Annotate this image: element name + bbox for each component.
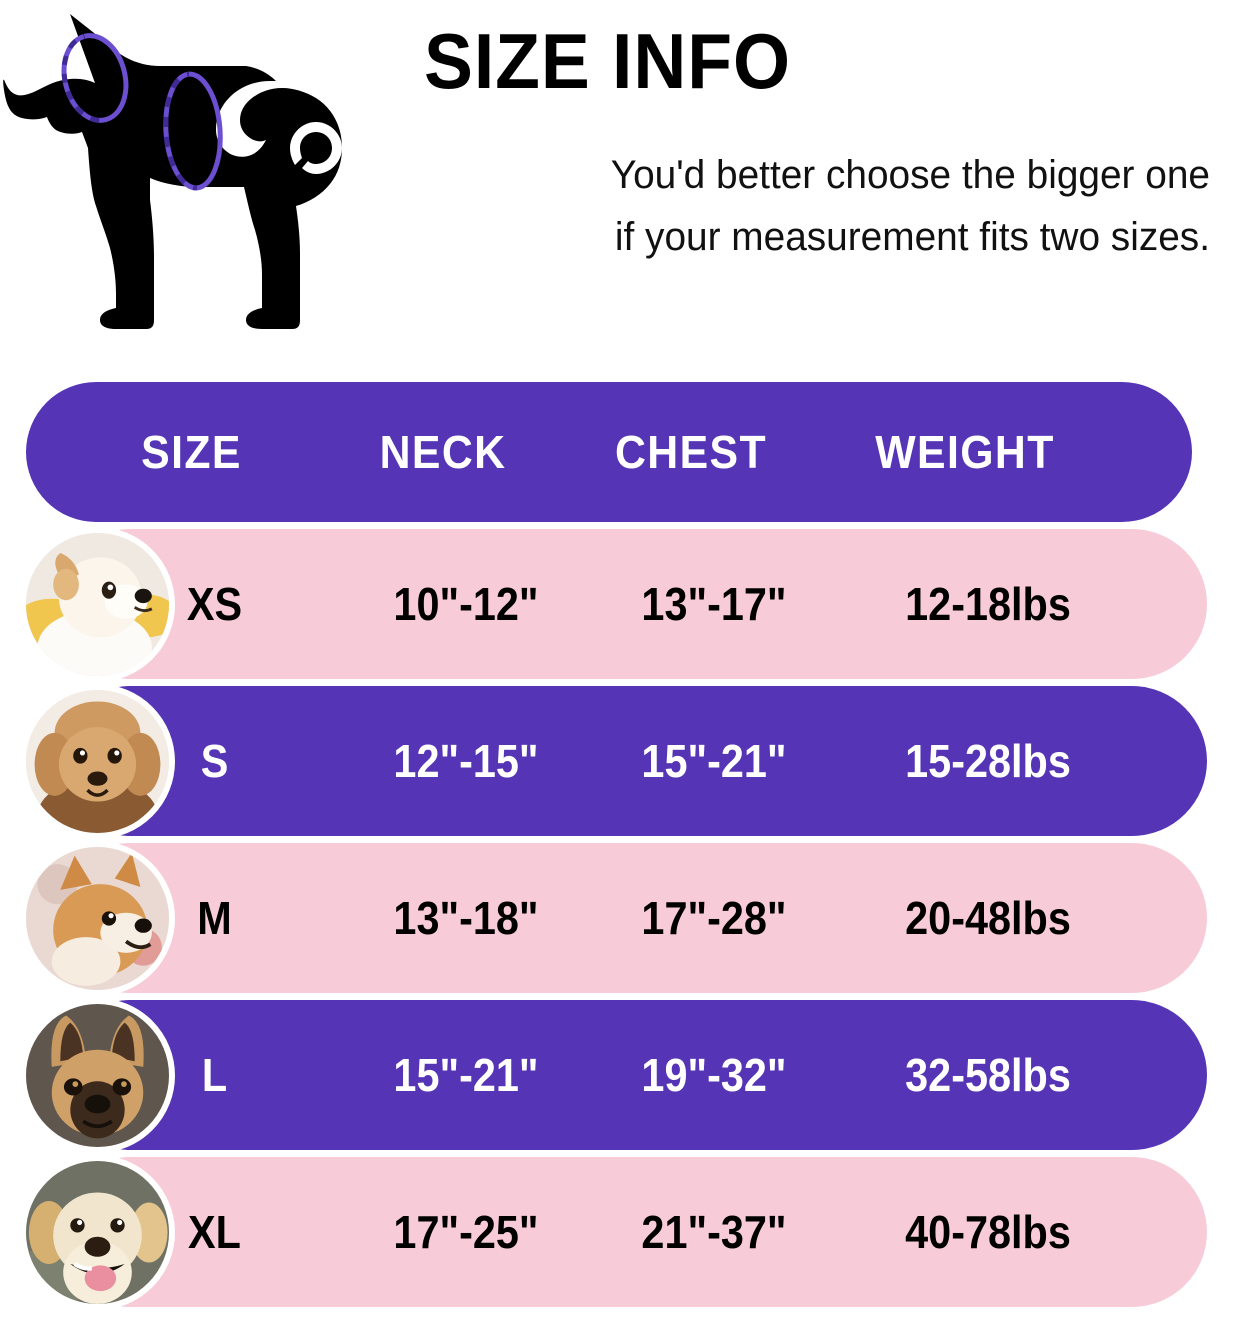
cell-neck: 17"-25" bbox=[393, 1206, 539, 1258]
title-block: SIZE INFO You'd better choose the bigger… bbox=[424, 22, 1224, 322]
cell-neck: 15"-21" bbox=[393, 1049, 539, 1101]
french-bulldog-photo bbox=[20, 998, 175, 1153]
cell-size: L bbox=[201, 1049, 228, 1101]
table-row: L 15"-21" 19"-32" 32-58lbs bbox=[0, 998, 1246, 1153]
cell-weight: 12-18lbs bbox=[905, 578, 1071, 630]
cell-chest: 15"-21" bbox=[641, 735, 787, 787]
dog-silhouette-shape bbox=[3, 14, 343, 329]
neck-measurement-ring bbox=[61, 33, 129, 123]
yellow-labrador-photo bbox=[20, 1155, 175, 1310]
cell-weight: 15-28lbs bbox=[905, 735, 1071, 787]
table-row: M 13"-18" 17"-28" 20-48lbs bbox=[0, 841, 1246, 996]
column-header-weight: WEIGHT bbox=[875, 426, 1055, 478]
white-pomeranian-photo bbox=[20, 527, 175, 682]
column-header-chest: CHEST bbox=[615, 426, 767, 478]
size-chart-table: SIZE NECK CHEST WEIGHT XS 10" bbox=[0, 382, 1246, 1310]
cell-size: M bbox=[197, 892, 232, 944]
page-title: SIZE INFO bbox=[424, 17, 791, 105]
shiba-inu-photo bbox=[20, 841, 175, 996]
cell-chest: 13"-17" bbox=[641, 578, 787, 630]
dog-measurement-diagram bbox=[0, 8, 400, 329]
cell-size: XL bbox=[188, 1206, 241, 1258]
cell-size: S bbox=[200, 735, 229, 787]
row-pill-s: S 12"-15" 15"-21" 15-28lbs bbox=[55, 686, 1207, 836]
row-pill-xs: XS 10"-12" 13"-17" 12-18lbs bbox=[55, 529, 1207, 679]
cell-chest: 17"-28" bbox=[641, 892, 787, 944]
apricot-poodle-photo bbox=[20, 684, 175, 839]
cell-weight: 20-48lbs bbox=[905, 892, 1071, 944]
cell-weight: 40-78lbs bbox=[905, 1206, 1071, 1258]
cell-neck: 10"-12" bbox=[393, 578, 539, 630]
column-header-size: SIZE bbox=[141, 426, 242, 478]
cell-weight: 32-58lbs bbox=[905, 1049, 1071, 1101]
table-header-row: SIZE NECK CHEST WEIGHT bbox=[26, 382, 1192, 522]
table-row: S 12"-15" 15"-21" 15-28lbs bbox=[0, 684, 1246, 839]
header-section: SIZE INFO You'd better choose the bigger… bbox=[0, 0, 1246, 360]
subtitle-line-2: if your measurement fits two sizes. bbox=[614, 215, 1210, 259]
subtitle-line-1: You'd better choose the bigger one bbox=[610, 153, 1210, 197]
cell-chest: 19"-32" bbox=[641, 1049, 787, 1101]
cell-chest: 21"-37" bbox=[641, 1206, 787, 1258]
cell-neck: 12"-15" bbox=[393, 735, 539, 787]
page-subtitle: You'd better choose the bigger one if yo… bbox=[448, 144, 1210, 268]
chest-measurement-ring bbox=[163, 71, 223, 191]
column-header-neck: NECK bbox=[379, 426, 507, 478]
row-pill-xl: XL 17"-25" 21"-37" 40-78lbs bbox=[55, 1157, 1207, 1307]
cell-size: XS bbox=[186, 578, 243, 630]
row-pill-m: M 13"-18" 17"-28" 20-48lbs bbox=[55, 843, 1207, 993]
table-row: XS 10"-12" 13"-17" 12-18lbs bbox=[0, 527, 1246, 682]
table-row: XL 17"-25" 21"-37" 40-78lbs bbox=[0, 1155, 1246, 1310]
cell-neck: 13"-18" bbox=[393, 892, 539, 944]
row-pill-l: L 15"-21" 19"-32" 32-58lbs bbox=[55, 1000, 1207, 1150]
